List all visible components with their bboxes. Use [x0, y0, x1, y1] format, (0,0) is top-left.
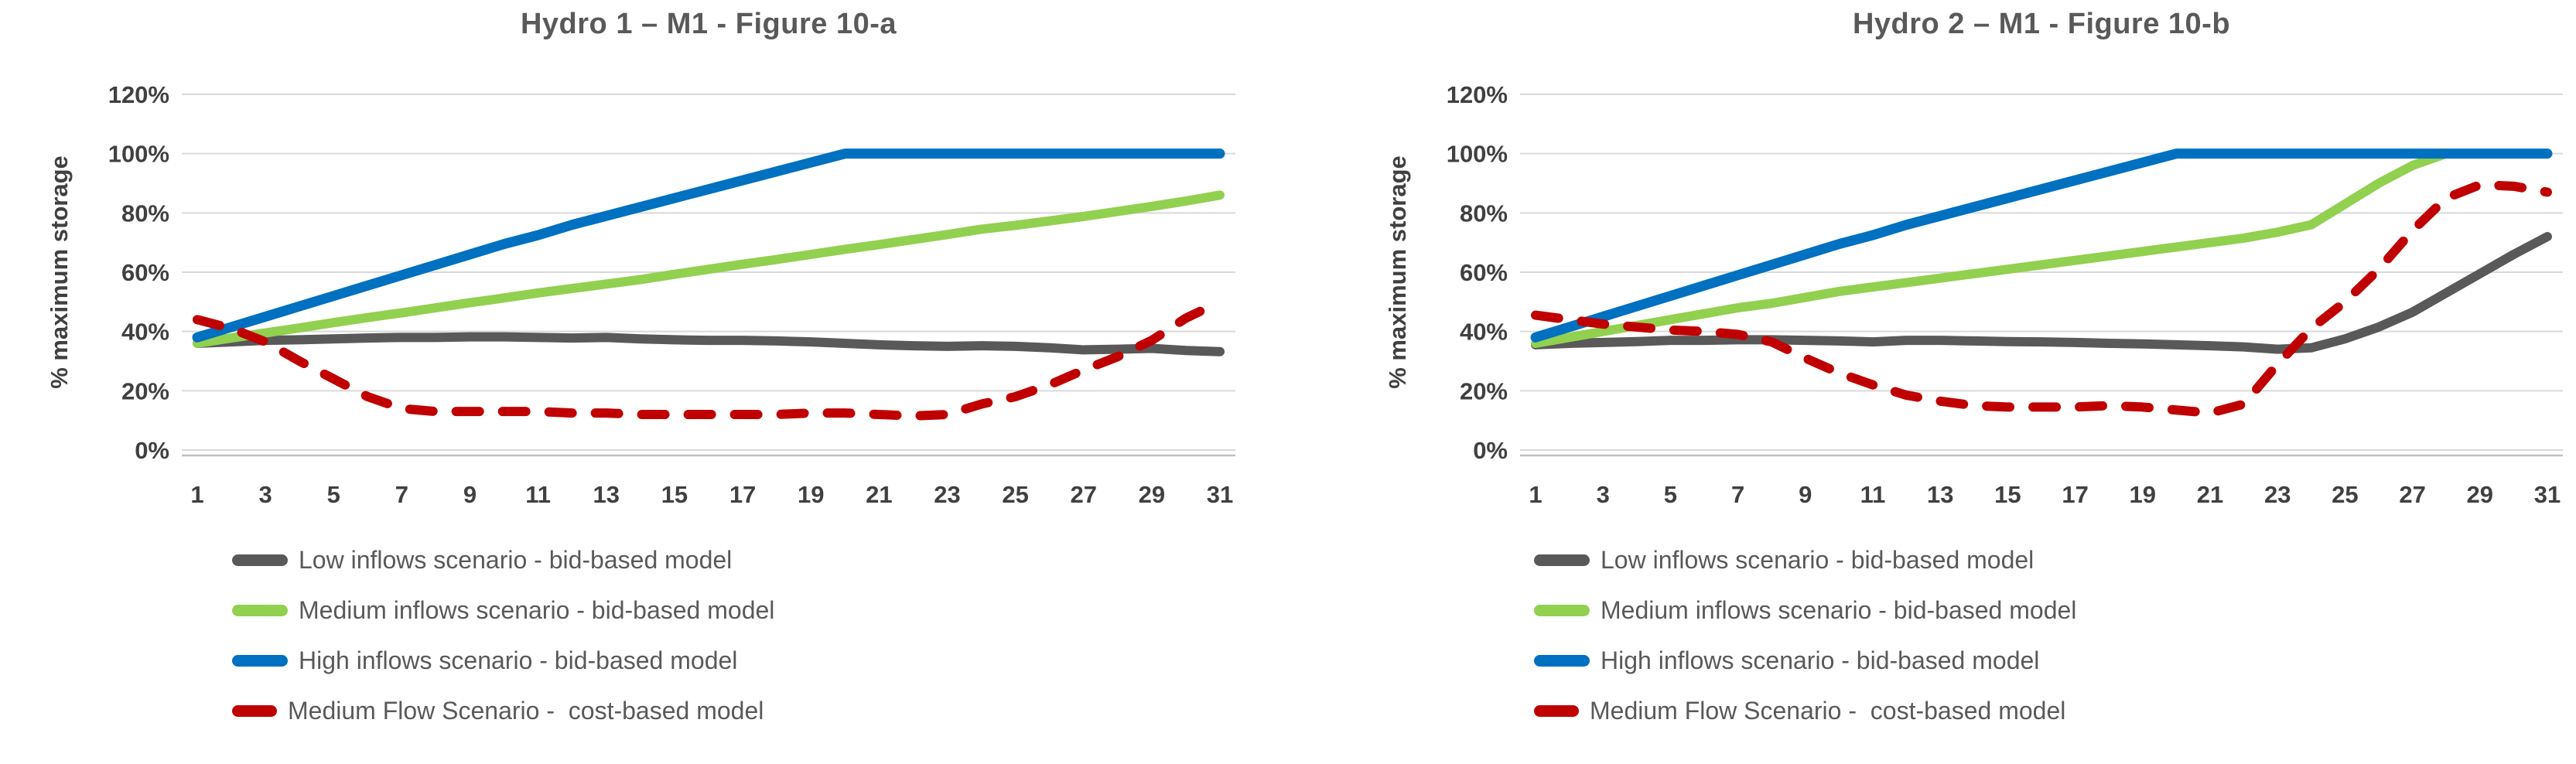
series-line-low-inflows-scenario-bid-based-model — [1531, 232, 2552, 354]
series-line-medium-flow-scenario-cost-based-model — [1531, 179, 2552, 418]
legend-item: Medium Flow Scenario - cost-based model — [232, 686, 774, 736]
x-tick-label: 13 — [593, 481, 620, 508]
x-tick-label: 3 — [1597, 481, 1610, 508]
legend-label: Medium Flow Scenario - cost-based model — [1590, 697, 2066, 725]
chart-panel-hydro2: Hydro 2 – M1 - Figure 10-b 0% 20% 40% 60% 80… — [1288, 0, 2576, 764]
legend-swatch-dashed — [1534, 705, 1579, 717]
x-tick-label: 1 — [1529, 481, 1542, 508]
legend-label: High inflows scenario - bid-based model — [1601, 646, 2040, 674]
x-tick-label: 23 — [2264, 481, 2291, 508]
x-tick-label: 13 — [1927, 481, 1953, 508]
legend-hydro2: Low inflows scenario - bid-based model Me… — [1534, 535, 2076, 736]
x-tick-label: 7 — [395, 481, 408, 508]
x-tick-label: 5 — [327, 481, 340, 508]
legend-item: High inflows scenario - bid-based model — [1534, 636, 2076, 686]
legend-item: Medium inflows scenario - bid-based mode… — [1534, 585, 2076, 636]
y-axis-title: % maximum storage — [1384, 155, 1411, 389]
y-tick-label: 20% — [121, 377, 169, 404]
x-tick-label: 17 — [2062, 481, 2088, 508]
legend-hydro1: Low inflows scenario - bid-based model Me… — [232, 535, 774, 736]
legend-swatch-solid — [232, 655, 288, 667]
y-tick-label: 0% — [1473, 437, 1508, 464]
x-tick-label: 15 — [661, 481, 688, 508]
x-tick-label: 27 — [1070, 481, 1096, 508]
y-tick-label: 100% — [1447, 141, 1508, 168]
legend-swatch-solid — [232, 605, 288, 616]
x-tick-label: 3 — [259, 481, 272, 508]
legend-swatch-dashed — [232, 705, 277, 717]
plot-area-hydro2: 0%20%40%60%80%100%120%1 3 5 7 9 11 13 15 17 19 21 2… — [1384, 81, 2563, 508]
legend-item: Medium inflows scenario - bid-based mode… — [232, 585, 774, 636]
y-tick-label: 120% — [108, 81, 169, 108]
x-tick-label: 27 — [2399, 481, 2425, 508]
series-line-high-inflows-scenario-bid-based-model — [192, 148, 1225, 343]
x-tick-label: 9 — [1799, 481, 1812, 508]
x-tick-label: 5 — [1664, 481, 1677, 508]
legend-swatch-solid — [1534, 605, 1590, 616]
legend-swatch-solid — [232, 554, 288, 566]
legend-item: Medium Flow Scenario - cost-based model — [1534, 686, 2076, 736]
x-tick-label: 19 — [798, 481, 824, 508]
x-tick-label: 9 — [463, 481, 477, 508]
x-tick-label: 19 — [2130, 481, 2156, 508]
x-tick-label: 25 — [1002, 481, 1028, 508]
legend-swatch-solid — [1534, 554, 1590, 566]
plot-area-hydro1: 0%20%40%60%80%100%120%1 3 5 7 9 11 13 15 17 19 21 2… — [46, 81, 1235, 508]
y-tick-label: 60% — [121, 259, 169, 286]
legend-item: Low inflows scenario - bid-based model — [1534, 535, 2076, 585]
x-tick-label: 15 — [1994, 481, 2021, 508]
series-line-medium-flow-scenario-cost-based-model — [193, 297, 1225, 421]
y-tick-label: 60% — [1460, 259, 1508, 286]
chart-title-hydro1: Hydro 1 – M1 - Figure 10-a — [520, 8, 897, 40]
x-tick-label: 21 — [2197, 481, 2223, 508]
legend-item: High inflows scenario - bid-based model — [232, 636, 774, 686]
x-tick-label: 29 — [2467, 481, 2493, 508]
legend-label: Low inflows scenario - bid-based model — [299, 546, 733, 574]
legend-label: Medium Flow Scenario - cost-based model — [288, 697, 764, 725]
series-line-high-inflows-scenario-bid-based-model — [1530, 148, 2553, 343]
y-axis-title: % maximum storage — [46, 155, 73, 389]
x-tick-label: 23 — [934, 481, 960, 508]
series-line-medium-inflows-scenario-bid-based-model — [193, 190, 1225, 348]
legend-label: Low inflows scenario - bid-based model — [1601, 546, 2034, 574]
series-line-low-inflows-scenario-bid-based-model — [193, 332, 1225, 356]
y-tick-label: 0% — [135, 437, 169, 464]
x-tick-label: 11 — [1860, 481, 1886, 508]
chart-title-hydro2: Hydro 2 – M1 - Figure 10-b — [1852, 8, 2231, 40]
x-tick-label: 31 — [2534, 481, 2561, 508]
x-tick-label: 29 — [1139, 481, 1165, 508]
y-tick-label: 40% — [121, 319, 169, 346]
x-tick-label: 25 — [2332, 481, 2358, 508]
x-tick-label: 1 — [190, 481, 203, 508]
x-tick-label: 17 — [729, 481, 756, 508]
x-tick-label: 11 — [525, 481, 551, 508]
x-tick-label: 31 — [1207, 481, 1233, 508]
series-line-medium-inflows-scenario-bid-based-model — [1531, 148, 2552, 348]
legend-swatch-solid — [1534, 655, 1590, 667]
legend-label: High inflows scenario - bid-based model — [299, 646, 738, 674]
y-tick-label: 80% — [121, 200, 169, 227]
legend-label: Medium inflows scenario - bid-based mode… — [299, 596, 775, 624]
y-tick-label: 20% — [1460, 377, 1508, 404]
x-tick-label: 21 — [866, 481, 892, 508]
x-tick-label: 7 — [1731, 481, 1744, 508]
y-tick-label: 100% — [108, 141, 169, 168]
legend-label: Medium inflows scenario - bid-based mode… — [1601, 596, 2077, 624]
y-tick-label: 120% — [1447, 81, 1508, 108]
y-tick-label: 40% — [1460, 319, 1508, 346]
chart-panel-hydro1: Hydro 1 – M1 - Figure 10-a 0% 20% 40% 60% 80… — [46, 8, 1235, 736]
legend-item: Low inflows scenario - bid-based model — [232, 535, 774, 585]
y-tick-label: 80% — [1460, 200, 1508, 227]
